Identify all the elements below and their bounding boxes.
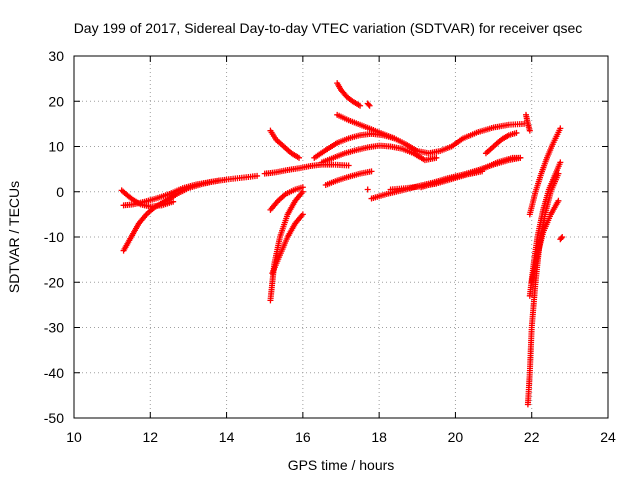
x-tick-label: 24: [600, 429, 616, 445]
x-tick-label: 22: [524, 429, 540, 445]
series-arc-f: [267, 188, 306, 304]
data-point: [433, 154, 440, 161]
y-axis-label: SDTVAR / TECUs: [6, 181, 22, 293]
x-axis-label: GPS time / hours: [288, 457, 395, 473]
data-point: [299, 211, 306, 218]
data-point: [558, 235, 565, 242]
data-point: [555, 197, 562, 204]
data-point: [366, 102, 373, 109]
y-tick-label: -30: [44, 320, 64, 336]
data-point: [479, 168, 486, 175]
series-arc-w: [526, 125, 564, 218]
grid-lines: [74, 56, 608, 418]
y-tick-label: -10: [44, 229, 64, 245]
data-point: [557, 159, 564, 166]
series-arc-m: [318, 142, 440, 166]
x-tick-label: 10: [66, 429, 82, 445]
y-tick-label: 20: [48, 93, 64, 109]
series-arc-y: [557, 234, 566, 243]
data-point: [559, 234, 566, 240]
series-arc-j: [334, 80, 364, 109]
x-tick-label: 12: [142, 429, 158, 445]
y-tick-label: -40: [44, 365, 64, 381]
series-arc-x: [528, 197, 562, 286]
series-arc-q: [364, 186, 371, 193]
series-arc-b: [120, 177, 222, 254]
series-arc-h: [267, 184, 306, 213]
data-point: [517, 154, 524, 161]
y-tick-label: 30: [48, 48, 64, 64]
series-arc-e: [267, 127, 303, 161]
data-point: [513, 129, 520, 136]
series-arc-r: [418, 168, 486, 191]
y-tick-label: 0: [56, 184, 64, 200]
series-arc-d: [261, 161, 352, 177]
data-point: [368, 168, 375, 175]
data-point: [296, 154, 303, 161]
x-tick-label: 14: [219, 429, 235, 445]
series-arc-s: [482, 129, 520, 157]
data-point: [526, 127, 533, 134]
x-tick-label: 18: [371, 429, 387, 445]
y-tick-label: -20: [44, 274, 64, 290]
series-arc-k: [364, 100, 373, 109]
series-arc-g: [269, 211, 306, 277]
series-arc-c: [118, 187, 177, 210]
data-point: [365, 101, 372, 108]
data-point: [170, 198, 177, 205]
y-tick-label: 10: [48, 139, 64, 155]
axis-ticks: 10 12 14 16 18 20 22 24 30 20 10 0 -10 -20 -30 -40 -50: [44, 48, 616, 445]
chart-title: Day 199 of 2017, Sidereal Day-to-day VTE…: [74, 20, 583, 36]
series-arc-l: [334, 111, 528, 157]
data-point: [345, 162, 352, 169]
data-point: [254, 172, 261, 179]
series-arc-t: [522, 111, 533, 134]
series-arc-n: [322, 168, 375, 188]
y-tick-label: -50: [44, 410, 64, 426]
data-point: [299, 184, 306, 191]
data-marks: [118, 80, 566, 408]
x-tick-label: 16: [295, 429, 311, 445]
x-tick-label: 20: [448, 429, 464, 445]
data-point: [215, 177, 222, 184]
data-point: [357, 102, 364, 109]
data-point: [557, 125, 564, 132]
data-point: [364, 186, 371, 193]
